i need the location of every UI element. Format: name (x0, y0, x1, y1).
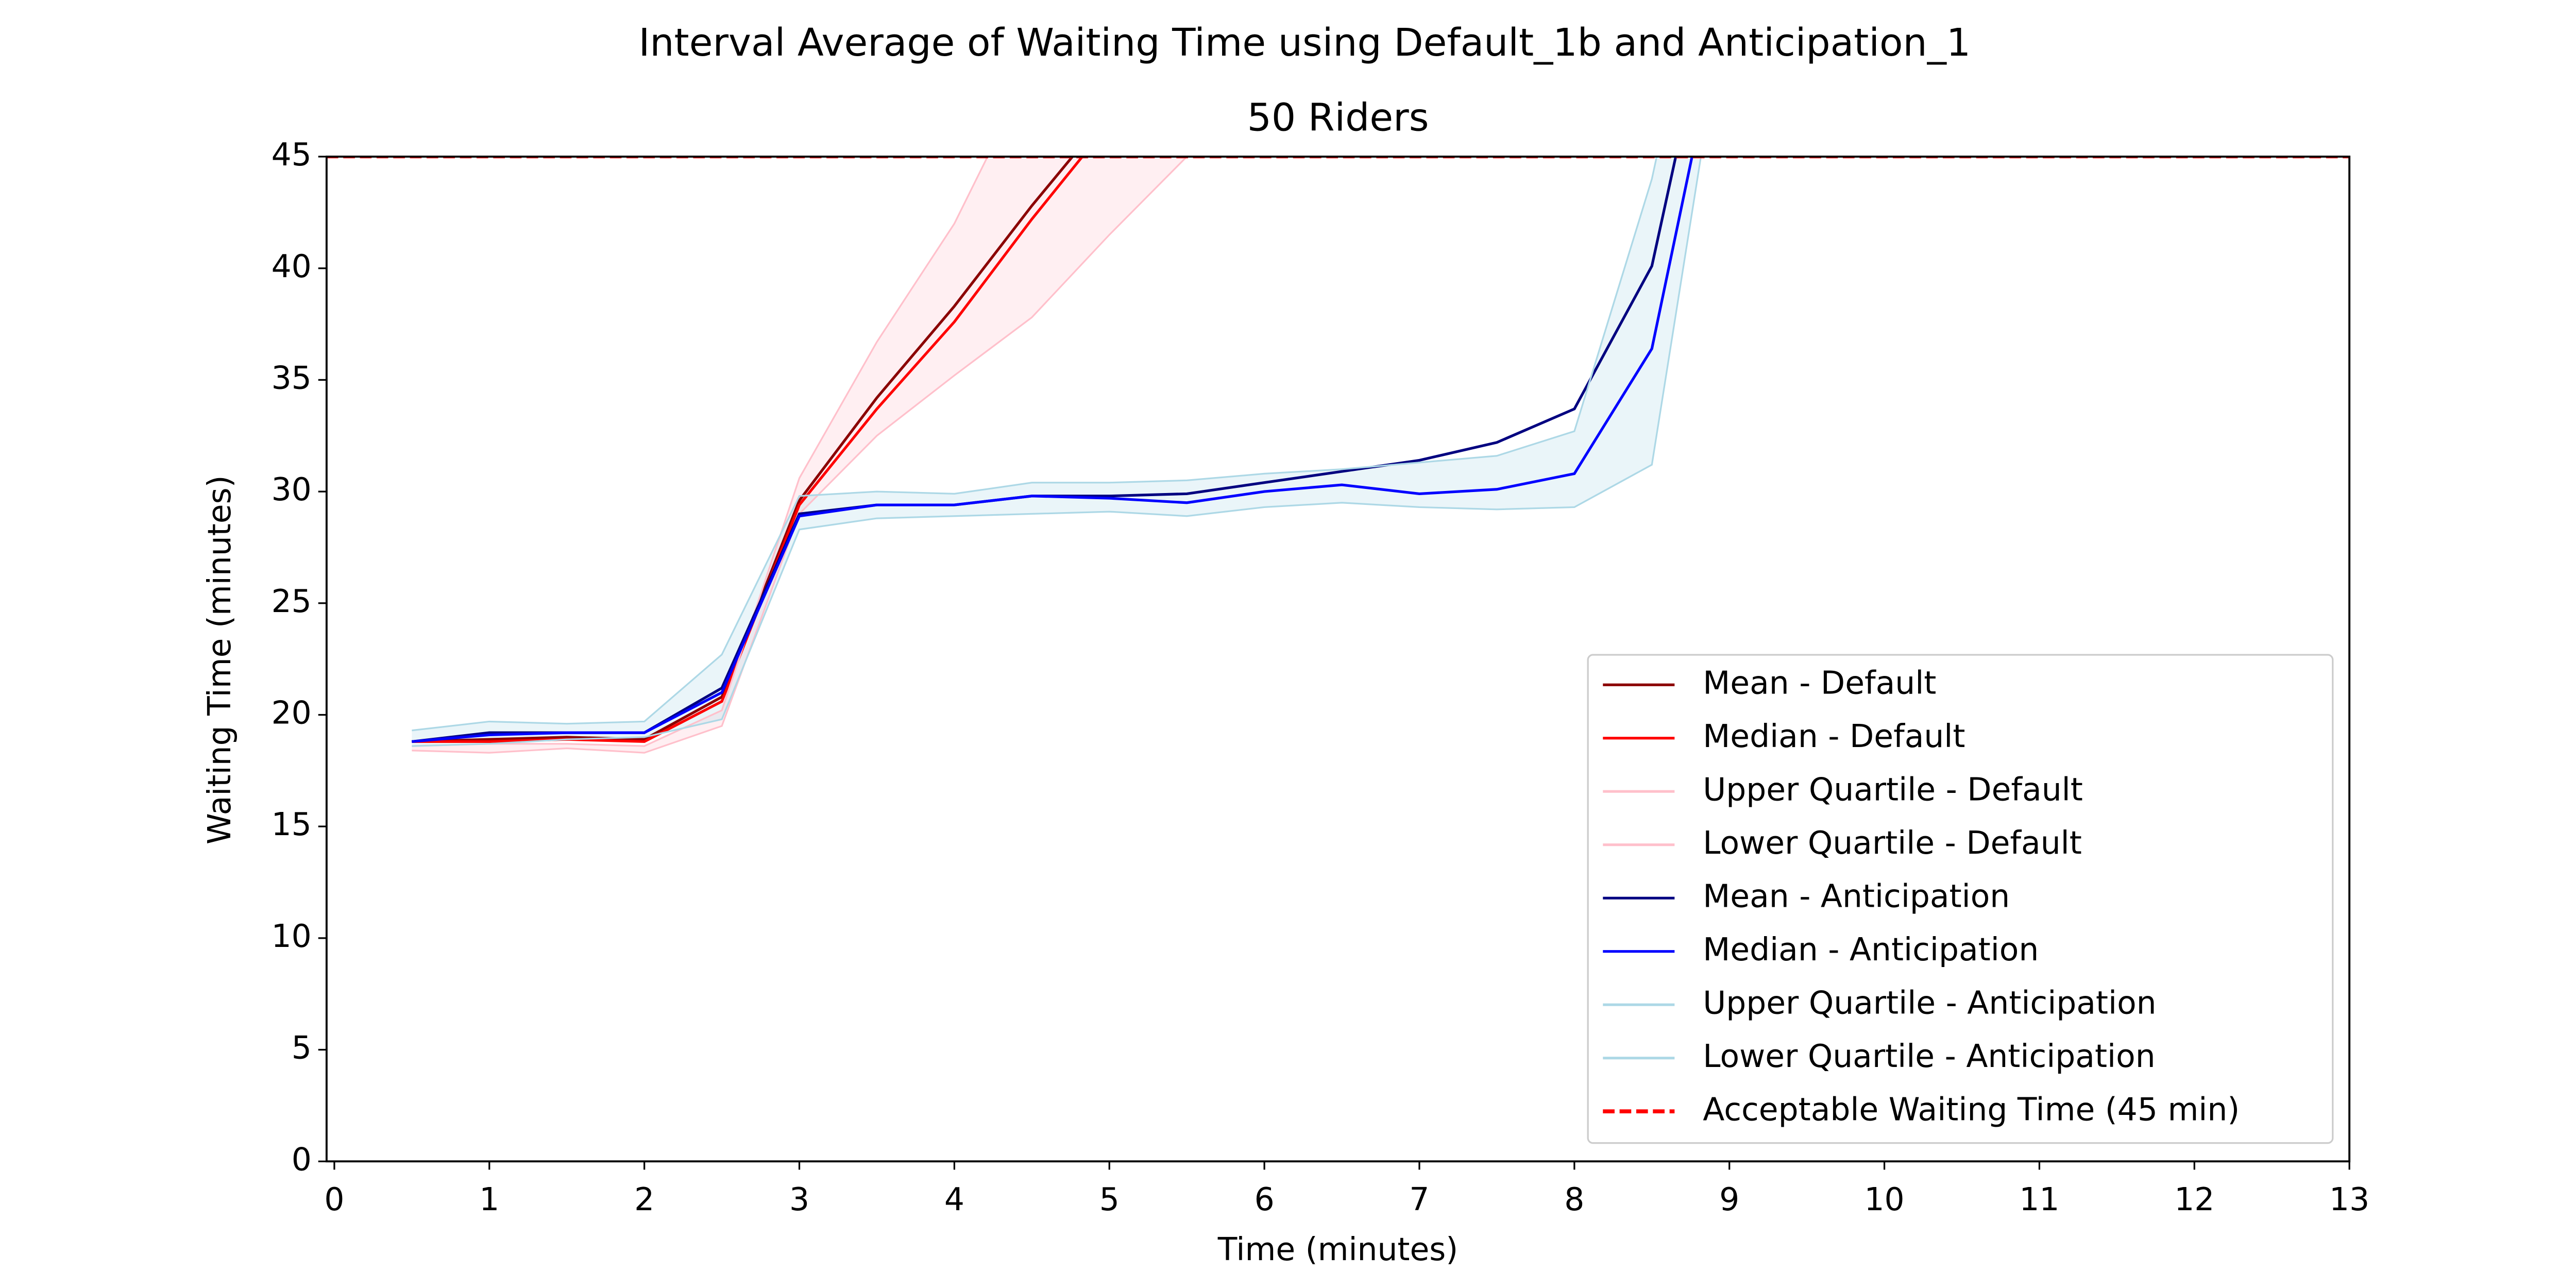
legend-label: Upper Quartile - Default (1703, 771, 2083, 808)
x-tick-label: 12 (2174, 1181, 2214, 1218)
legend-label: Median - Anticipation (1703, 931, 2039, 968)
series-line (412, 157, 1677, 743)
legend: Mean - Default Median - Default Upper Quar… (1587, 654, 2334, 1144)
x-tick-label: 10 (1864, 1181, 1904, 1218)
y-tick-label: 25 (272, 583, 312, 620)
x-tick-label: 1 (479, 1181, 499, 1218)
plot-frame (325, 156, 2351, 1163)
quartile-band (412, 157, 1701, 747)
series-line (412, 157, 989, 747)
y-tick-label: 5 (292, 1030, 312, 1066)
y-tick-label: 10 (272, 918, 312, 955)
x-tick-label: 13 (2329, 1181, 2369, 1218)
legend-label: Mean - Default (1703, 665, 1936, 701)
series-line (412, 157, 1693, 743)
legend-label: Lower Quartile - Default (1703, 825, 2082, 861)
y-tick-label: 45 (272, 137, 312, 173)
chart-title: Interval Average of Waiting Time using D… (638, 20, 1971, 65)
x-tick-label: 8 (1564, 1181, 1584, 1218)
chart-subtitle: 50 Riders (1247, 95, 1429, 140)
legend-label: Upper Quartile - Anticipation (1703, 985, 2156, 1021)
y-tick-label: 35 (272, 360, 312, 396)
y-tick-label: 30 (272, 471, 312, 508)
legend-box (1587, 654, 2334, 1144)
quartile-band (412, 157, 1187, 753)
legend-label: Mean - Anticipation (1703, 878, 2010, 914)
legend-label: Lower Quartile - Anticipation (1703, 1038, 2155, 1075)
x-tick-label: 9 (1719, 1181, 1739, 1218)
y-tick-label: 20 (272, 695, 312, 732)
x-tick-label: 3 (789, 1181, 809, 1218)
y-tick-label: 15 (272, 806, 312, 843)
plot-area (326, 157, 2350, 754)
x-axis-label: Time (minutes) (1217, 1231, 1459, 1268)
legend-label: Acceptable Waiting Time (45 min) (1703, 1091, 2240, 1128)
x-tick-label: 6 (1255, 1181, 1275, 1218)
x-tick-label: 5 (1099, 1181, 1120, 1218)
x-tick-label: 0 (324, 1181, 344, 1218)
x-tick-label: 2 (634, 1181, 654, 1218)
legend-label: Median - Default (1703, 718, 1965, 755)
x-tick-label: 4 (944, 1181, 964, 1218)
x-tick-label: 11 (2019, 1181, 2059, 1218)
x-tick-label: 7 (1409, 1181, 1429, 1218)
series-line (412, 157, 1702, 747)
series-line (412, 157, 1658, 732)
y-tick-label: 40 (272, 248, 312, 285)
y-axis-label: Waiting Time (minutes) (201, 475, 238, 844)
y-tick-label: 0 (292, 1141, 312, 1178)
